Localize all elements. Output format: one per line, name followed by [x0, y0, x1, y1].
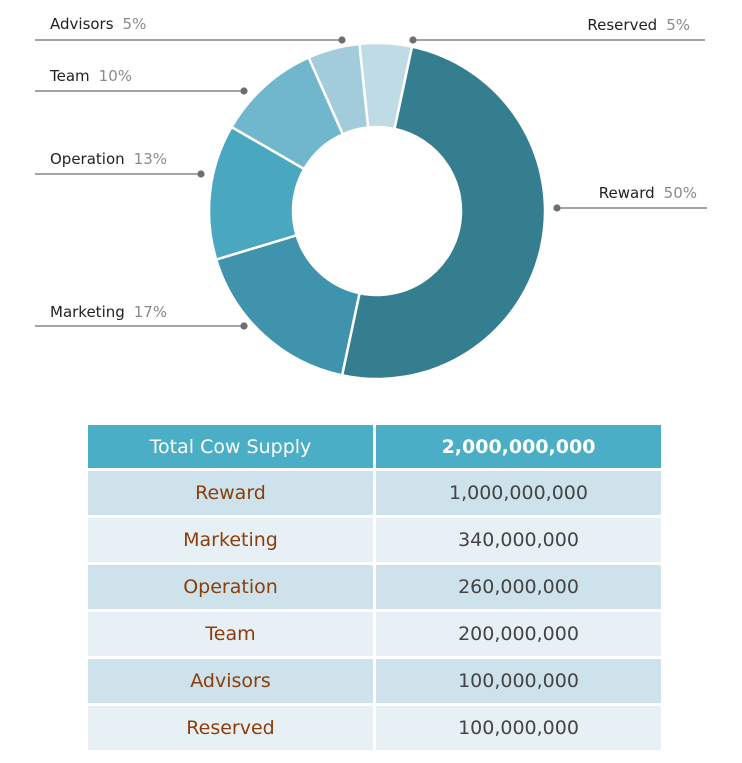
slice-reward — [340, 45, 547, 381]
slice-percent: 5% — [666, 16, 690, 34]
table-row: Team 200,000,000 — [88, 612, 661, 659]
row-value: 340,000,000 — [376, 518, 661, 565]
slice-label: Marketing — [50, 303, 125, 321]
donut-chart: Reward 50% Marketing 17% Operation 13% Team 10%… — [35, 15, 707, 381]
table-row: Marketing 340,000,000 — [88, 518, 661, 565]
table-header-row: Total Cow Supply 2,000,000,000 — [88, 425, 661, 471]
leader-dot — [240, 322, 248, 330]
table-row: Operation 260,000,000 — [88, 565, 661, 612]
table-row: Reward 1,000,000,000 — [88, 471, 661, 518]
row-label: Operation — [88, 565, 376, 612]
slice-label: Team — [49, 67, 90, 85]
leader-dot — [240, 87, 248, 95]
row-label: Reward — [88, 471, 376, 518]
callout-text: Marketing 17% — [50, 303, 167, 321]
slice-percent: 50% — [664, 184, 697, 202]
table-row: Advisors 100,000,000 — [88, 659, 661, 706]
slice-percent: 10% — [99, 67, 132, 85]
callout-text: Operation 13% — [50, 150, 167, 168]
callout-text: Reward 50% — [599, 184, 697, 202]
leader-dot — [409, 36, 417, 44]
leader-dot — [553, 204, 561, 212]
row-value: 100,000,000 — [376, 659, 661, 706]
row-label: Advisors — [88, 659, 376, 706]
callout-labels: Reward 50% Marketing 17% Operation 13% Team 10%… — [35, 15, 707, 330]
callout-marketing: Marketing 17% — [35, 303, 248, 330]
slice-marketing — [214, 233, 362, 377]
row-label: Team — [88, 612, 376, 659]
slice-reserved — [358, 41, 414, 131]
callout-reward: Reward 50% — [553, 184, 707, 212]
row-value: 1,000,000,000 — [376, 471, 661, 518]
slice-label: Advisors — [50, 15, 114, 33]
row-value: 100,000,000 — [376, 706, 661, 753]
table-row: Reserved 100,000,000 — [88, 706, 661, 753]
donut-slices — [207, 41, 547, 381]
leader-dot — [197, 170, 205, 178]
leader-dot — [338, 36, 346, 44]
callout-text: Team 10% — [49, 67, 132, 85]
header-value: 2,000,000,000 — [376, 425, 661, 471]
row-value: 260,000,000 — [376, 565, 661, 612]
callout-operation: Operation 13% — [35, 150, 205, 178]
callout-text: Reserved 5% — [587, 16, 690, 34]
row-label: Marketing — [88, 518, 376, 565]
token-supply-table: Total Cow Supply 2,000,000,000 Reward 1,… — [88, 425, 661, 753]
slice-percent: 5% — [123, 15, 147, 33]
slice-label: Reward — [599, 184, 655, 202]
slice-label: Reserved — [587, 16, 657, 34]
row-label: Reserved — [88, 706, 376, 753]
callout-team: Team 10% — [35, 67, 248, 95]
slice-percent: 17% — [134, 303, 167, 321]
callout-advisors: Advisors 5% — [35, 15, 346, 44]
header-label: Total Cow Supply — [88, 425, 376, 471]
callout-reserved: Reserved 5% — [409, 16, 705, 44]
callout-text: Advisors 5% — [50, 15, 146, 33]
slice-percent: 13% — [134, 150, 167, 168]
row-value: 200,000,000 — [376, 612, 661, 659]
slice-label: Operation — [50, 150, 125, 168]
